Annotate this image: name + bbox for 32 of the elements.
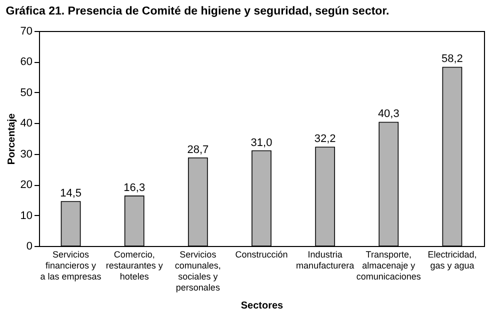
x-tick-label: Construcción (235, 250, 288, 260)
x-tick-label: Comercio, restaurantes y hoteles (106, 250, 164, 282)
y-tick-label: 70 (20, 26, 32, 38)
y-tick-label: 10 (20, 210, 32, 222)
x-axis-title: Sectores (240, 300, 284, 312)
chart-title: Gráfica 21. Presencia de Comité de higiene y seguridad, según sector. (6, 6, 390, 18)
x-tick-label: Servicios financieros y a las empresas (40, 250, 102, 282)
bar (252, 150, 272, 246)
data-label: 32,2 (314, 133, 336, 146)
y-tick-label: 30 (20, 148, 32, 160)
y-tick-label: 40 (20, 118, 32, 130)
bar (60, 201, 81, 246)
data-label: 16,3 (124, 182, 146, 194)
data-label: 28,7 (187, 144, 209, 156)
data-label: 31,0 (250, 136, 272, 149)
y-tick-label: 50 (20, 86, 32, 99)
x-tick-label: Electricidad, gas y agua (428, 250, 477, 270)
data-label: 58,2 (442, 53, 463, 66)
bar (188, 157, 208, 246)
bar (442, 66, 462, 246)
y-tick-label: 60 (20, 56, 32, 68)
data-label: 14,5 (60, 187, 82, 200)
y-tick-label: 0 (26, 240, 32, 252)
bar (124, 196, 144, 246)
bar (315, 146, 336, 246)
x-tick-label: Servicios comunales, sociales y personales (174, 250, 221, 292)
y-tick-label: 20 (20, 179, 32, 192)
x-tick-label: Industria manufacturera (296, 250, 354, 270)
x-tick-label: Transporte, almacenaje y comunicaciones (356, 250, 422, 282)
data-label: 40,3 (378, 108, 400, 120)
y-axis-title: Porcentaje (6, 113, 18, 165)
bar (378, 122, 399, 246)
